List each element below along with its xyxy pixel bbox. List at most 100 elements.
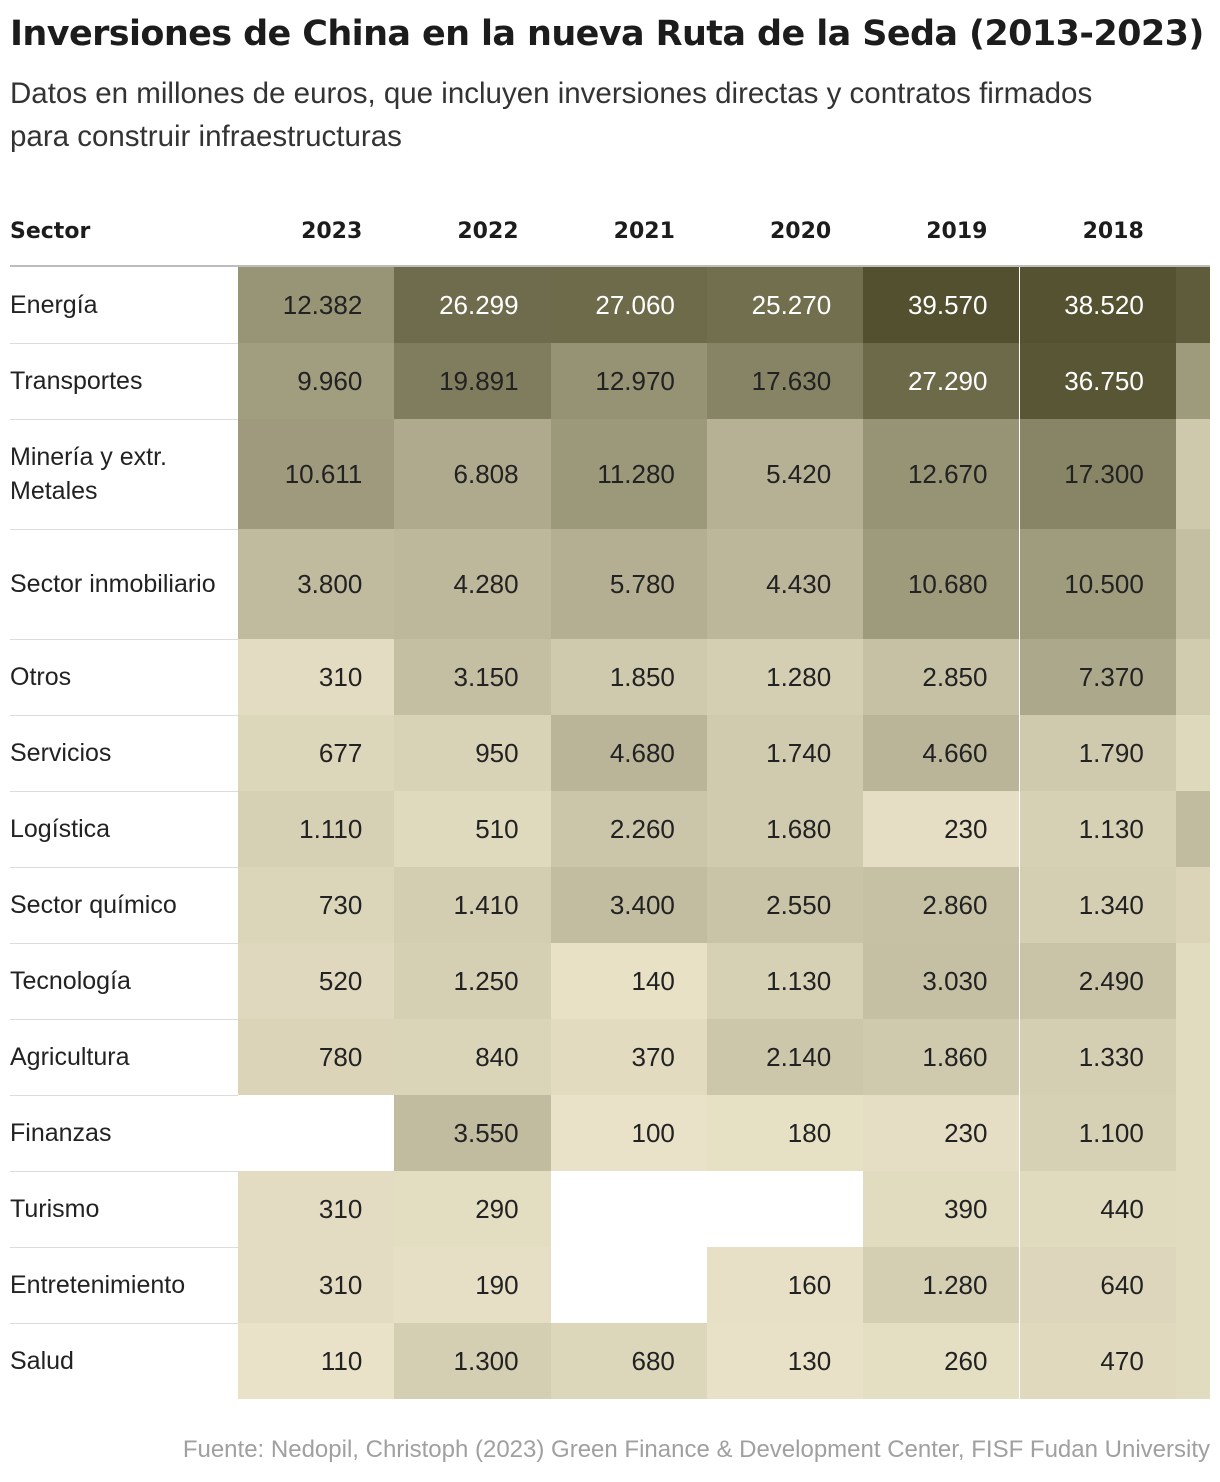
heatmap-partial-cell [1175, 867, 1210, 943]
heatmap-cell: 1.280 [706, 639, 864, 715]
heatmap-partial-cell [1175, 639, 1210, 715]
heatmap-partial-cell [1175, 1247, 1210, 1323]
heatmap-cell: 780 [238, 1019, 395, 1095]
heatmap-cell: 17.630 [706, 343, 864, 419]
heatmap-cell: 2.550 [706, 867, 864, 943]
heatmap-cell: 680 [550, 1323, 707, 1399]
heatmap-cell: 2.860 [863, 867, 1020, 943]
heatmap-cell: 2.260 [550, 791, 707, 867]
heatmap-cell: 1.250 [394, 943, 551, 1019]
heatmap-cell: 260 [863, 1323, 1020, 1399]
chart-title: Inversiones de China en la nueva Ruta de… [10, 14, 1204, 54]
heatmap-partial-cell [1175, 1019, 1210, 1095]
heatmap-partial-cell [1175, 267, 1210, 343]
heatmap-cell: 1.680 [706, 791, 864, 867]
heatmap-cell: 180 [706, 1095, 864, 1171]
heatmap-cell: 1.740 [706, 715, 864, 791]
chart-subtitle: Datos en millones de euros, que incluyen… [10, 77, 1093, 153]
heatmap-partial-cell [1175, 1095, 1210, 1171]
heatmap-cell: 290 [394, 1171, 551, 1247]
header-divider [10, 265, 1210, 267]
row-label: Sector químico [10, 891, 177, 919]
heatmap-cell: 5.420 [706, 419, 864, 529]
heatmap-cell: 470 [1019, 1323, 1176, 1399]
row-separator [10, 1019, 238, 1020]
row-label: Entretenimiento [10, 1271, 186, 1299]
heatmap-cell: 1.330 [1019, 1019, 1176, 1095]
heatmap-cell: 3.800 [238, 529, 395, 639]
row-label: Transportes [10, 367, 143, 395]
heatmap-cell: 1.790 [1019, 715, 1176, 791]
heatmap-cell: 520 [238, 943, 395, 1019]
column-header-sector: Sector [10, 219, 91, 244]
heatmap-cell: 10.611 [238, 419, 395, 529]
heatmap-cell: 1.130 [706, 943, 864, 1019]
heatmap-cell: 230 [863, 1095, 1020, 1171]
heatmap-empty-cell [238, 1095, 395, 1171]
heatmap-empty-cell [550, 1171, 707, 1247]
heatmap-cell: 140 [550, 943, 707, 1019]
heatmap-cell: 11.280 [550, 419, 707, 529]
row-label: Energía [10, 291, 98, 319]
column-header-2020: 2020 [769, 219, 832, 244]
heatmap-cell: 1.860 [863, 1019, 1020, 1095]
heatmap-cell: 3.550 [394, 1095, 551, 1171]
row-separator [10, 343, 238, 344]
heatmap-cell: 3.030 [863, 943, 1020, 1019]
column-header-2019: 2019 [926, 219, 988, 244]
heatmap-cell: 4.680 [550, 715, 707, 791]
heatmap-cell: 130 [706, 1323, 864, 1399]
heatmap-cell: 110 [238, 1323, 395, 1399]
heatmap-partial-cell [1175, 791, 1210, 867]
row-separator [10, 943, 238, 944]
heatmap-cell: 12.970 [550, 343, 707, 419]
row-label: Salud [10, 1347, 74, 1375]
row-separator [10, 1247, 238, 1248]
row-label: Agricultura [10, 1043, 130, 1071]
heatmap-cell: 27.060 [550, 267, 707, 343]
row-separator [10, 715, 238, 716]
heatmap-cell: 17.300 [1019, 419, 1176, 529]
row-separator [10, 1171, 238, 1172]
heatmap-cell: 1.280 [863, 1247, 1020, 1323]
heatmap-cell: 3.150 [394, 639, 551, 715]
row-label: Otros [10, 663, 72, 691]
heatmap-cell: 2.850 [863, 639, 1020, 715]
heatmap-partial-cell [1175, 943, 1210, 1019]
column-header-2018: 2018 [1082, 219, 1144, 244]
source-note: Fuente: Nedopil, Christoph (2023) Green … [182, 1436, 1210, 1463]
heatmap-cell: 510 [394, 791, 551, 867]
row-label: Tecnología [10, 967, 131, 995]
heatmap-cell: 26.299 [394, 267, 551, 343]
row-label: Finanzas [10, 1119, 112, 1147]
heatmap-cell: 160 [706, 1247, 864, 1323]
heatmap-cell: 310 [238, 1247, 395, 1323]
heatmap-cell: 10.680 [863, 529, 1020, 639]
heatmap-cell: 3.400 [550, 867, 707, 943]
heatmap-cell: 6.808 [394, 419, 551, 529]
heatmap-cell: 10.500 [1019, 529, 1176, 639]
heatmap-partial-cell [1175, 419, 1210, 529]
heatmap-cell: 27.290 [863, 343, 1020, 419]
heatmap-cell: 4.660 [863, 715, 1020, 791]
heatmap-cell: 1.340 [1019, 867, 1176, 943]
heatmap-cell: 370 [550, 1019, 707, 1095]
heatmap-partial-cell [1175, 1323, 1210, 1399]
heatmap-empty-cell [706, 1171, 864, 1247]
column-header-2021: 2021 [613, 219, 675, 244]
heatmap-cell: 1.110 [238, 791, 395, 867]
row-separator [10, 1323, 238, 1324]
row-separator [10, 1095, 238, 1096]
heatmap-cell: 1.300 [394, 1323, 551, 1399]
heatmap-cell: 100 [550, 1095, 707, 1171]
row-separator [10, 791, 238, 792]
row-label: Sector inmobiliario [10, 570, 216, 598]
row-label: Servicios [10, 739, 112, 767]
row-label: Logística [10, 815, 111, 843]
heatmap-cell: 7.370 [1019, 639, 1176, 715]
row-separator [10, 639, 238, 640]
heatmap-cell: 12.670 [863, 419, 1020, 529]
heatmap-cell: 36.750 [1019, 343, 1176, 419]
row-label: Minería y extr. Metales [10, 443, 167, 505]
heatmap-cell: 1.130 [1019, 791, 1176, 867]
